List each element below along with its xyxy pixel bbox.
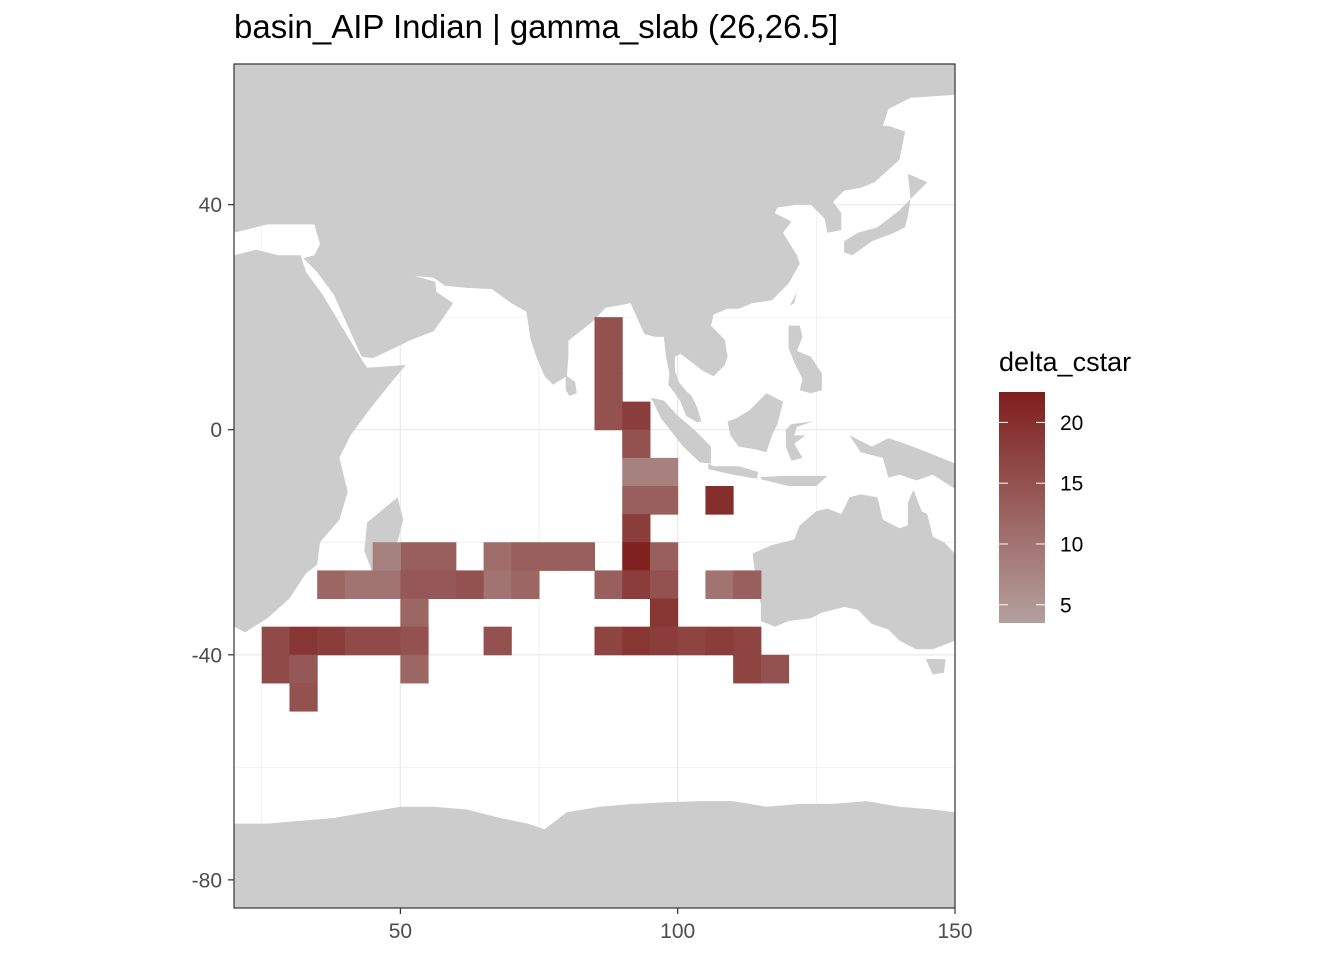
land-layer — [234, 64, 955, 908]
data-cell — [622, 626, 651, 656]
colorbar — [999, 392, 1045, 623]
data-cell — [622, 429, 651, 459]
data-cell — [622, 486, 651, 515]
data-cell — [289, 682, 318, 712]
data-cell — [733, 654, 762, 684]
data-cell — [594, 626, 623, 656]
data-cell — [289, 654, 318, 684]
data-cell — [400, 626, 429, 656]
data-cell — [483, 542, 512, 571]
land-sumatra — [651, 397, 711, 464]
land-africa — [234, 64, 406, 633]
data-cell — [261, 654, 290, 684]
data-cell — [400, 598, 429, 628]
land-sri-lanka — [565, 375, 577, 396]
land-taiwan — [789, 287, 800, 306]
data-cell — [594, 401, 623, 431]
data-cell — [705, 626, 734, 656]
land-australia — [752, 489, 955, 650]
data-cell — [594, 373, 623, 403]
colorbar-tick-label: 15 — [1060, 473, 1083, 496]
data-cell — [733, 626, 762, 656]
colorbar-tick-label: 20 — [1060, 412, 1083, 435]
data-cell — [289, 626, 318, 656]
data-cell — [511, 570, 540, 600]
data-cell — [594, 570, 623, 600]
data-cell — [677, 626, 706, 656]
data-cell — [539, 542, 568, 571]
data-cell — [455, 570, 485, 600]
data-cell — [594, 317, 623, 346]
data-cell — [317, 626, 346, 656]
y-tick-label: -80 — [192, 869, 222, 892]
land-new-guinea — [849, 435, 955, 489]
land-eurasia — [234, 64, 955, 423]
data-cell — [622, 514, 651, 543]
y-tick-label: 0 — [210, 419, 222, 442]
y-tick-label: 40 — [199, 194, 222, 217]
colorbar-tick-label: 10 — [1060, 533, 1083, 556]
data-cell — [483, 570, 512, 600]
x-tick-label: 100 — [660, 920, 695, 943]
data-cell — [511, 542, 540, 571]
land-japan — [844, 173, 928, 256]
land-lesser-sunda — [760, 475, 828, 486]
data-cell — [622, 457, 651, 487]
data-cells — [261, 317, 790, 712]
data-cell — [317, 570, 346, 600]
data-cell — [733, 570, 762, 600]
data-cell — [649, 542, 679, 571]
panel-border — [233, 63, 956, 909]
data-cell — [344, 626, 374, 656]
data-cell — [649, 457, 679, 487]
data-cell — [760, 654, 790, 684]
data-cell — [483, 626, 512, 656]
data-cell — [400, 542, 429, 571]
data-cell — [344, 570, 374, 600]
data-cell — [428, 542, 457, 571]
data-cell — [649, 486, 679, 515]
data-cell — [649, 598, 679, 628]
axes: 50 100 150 40 0 -40 -80 — [192, 194, 973, 943]
y-tick-label: -40 — [192, 644, 222, 667]
data-cell — [372, 626, 401, 656]
data-cell — [649, 570, 679, 600]
data-cell — [372, 542, 401, 571]
colorbar-legend: 20 15 10 5 — [999, 392, 1083, 623]
data-cell — [705, 570, 734, 600]
data-cell — [400, 570, 429, 600]
data-cell — [594, 345, 623, 374]
legend-title: delta_cstar — [999, 347, 1132, 377]
data-cell — [428, 570, 457, 600]
x-tick-label: 150 — [937, 920, 972, 943]
data-cell — [400, 654, 429, 684]
land-borneo — [727, 393, 784, 453]
x-tick-label: 50 — [389, 920, 412, 943]
land-antarctica — [234, 801, 955, 908]
land-tasmania — [925, 658, 946, 675]
data-cell — [566, 542, 595, 571]
data-cell — [649, 626, 679, 656]
chart-title: basin_AIP Indian | gamma_slab (26,26.5] — [234, 8, 839, 45]
land-sulawesi — [785, 421, 814, 461]
data-cell — [705, 486, 734, 515]
data-cell — [622, 570, 651, 600]
data-cell — [372, 570, 401, 600]
land-philippines — [788, 325, 822, 394]
land-java — [708, 463, 759, 479]
colorbar-tick-label: 5 — [1060, 594, 1072, 617]
data-cell — [622, 401, 651, 431]
data-cell — [261, 626, 290, 656]
data-cell — [622, 542, 651, 571]
